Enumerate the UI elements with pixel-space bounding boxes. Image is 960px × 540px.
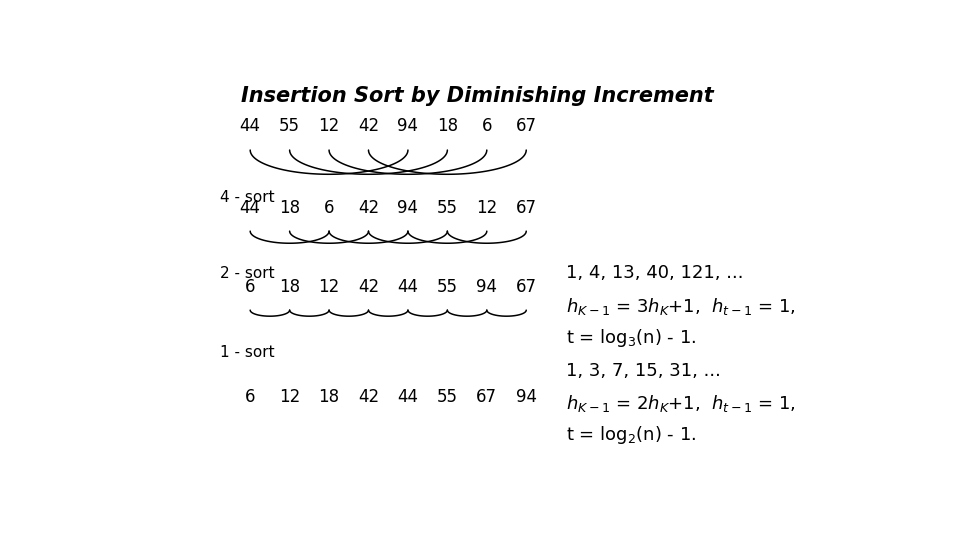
Text: 1, 4, 13, 40, 121, ...: 1, 4, 13, 40, 121, ... [566,265,744,282]
Text: 42: 42 [358,278,379,295]
Text: 2 - sort: 2 - sort [221,266,276,281]
Text: 44: 44 [240,118,261,136]
Text: 67: 67 [476,388,497,406]
Text: $h_{K-1}$ = 3$h_K$+1,  $h_{t-1}$ = 1,: $h_{K-1}$ = 3$h_K$+1, $h_{t-1}$ = 1, [566,295,796,316]
Text: 67: 67 [516,199,537,217]
Text: 1 - sort: 1 - sort [221,346,276,361]
Text: 18: 18 [319,388,340,406]
Text: 55: 55 [437,199,458,217]
Text: 12: 12 [319,278,340,295]
Text: t = log$_2$(n) - 1.: t = log$_2$(n) - 1. [566,424,697,447]
Text: 67: 67 [516,278,537,295]
Text: t = log$_3$(n) - 1.: t = log$_3$(n) - 1. [566,327,697,349]
Text: $h_{K-1}$ = 2$h_K$+1,  $h_{t-1}$ = 1,: $h_{K-1}$ = 2$h_K$+1, $h_{t-1}$ = 1, [566,393,796,414]
Text: Insertion Sort by Diminishing Increment: Insertion Sort by Diminishing Increment [241,85,713,106]
Text: 44: 44 [397,278,419,295]
Text: 94: 94 [476,278,497,295]
Text: 94: 94 [397,118,419,136]
Text: 94: 94 [516,388,537,406]
Text: 44: 44 [240,199,261,217]
Text: 6: 6 [324,199,334,217]
Text: 55: 55 [279,118,300,136]
Text: 42: 42 [358,388,379,406]
Text: 6: 6 [245,278,255,295]
Text: 18: 18 [437,118,458,136]
Text: 1, 3, 7, 15, 31, ...: 1, 3, 7, 15, 31, ... [566,362,721,380]
Text: 18: 18 [279,278,300,295]
Text: 55: 55 [437,278,458,295]
Text: 6: 6 [245,388,255,406]
Text: 42: 42 [358,199,379,217]
Text: 42: 42 [358,118,379,136]
Text: 6: 6 [482,118,492,136]
Text: 12: 12 [319,118,340,136]
Text: 44: 44 [397,388,419,406]
Text: 12: 12 [476,199,497,217]
Text: 55: 55 [437,388,458,406]
Text: 12: 12 [279,388,300,406]
Text: 94: 94 [397,199,419,217]
Text: 4 - sort: 4 - sort [221,190,276,205]
Text: 67: 67 [516,118,537,136]
Text: 18: 18 [279,199,300,217]
